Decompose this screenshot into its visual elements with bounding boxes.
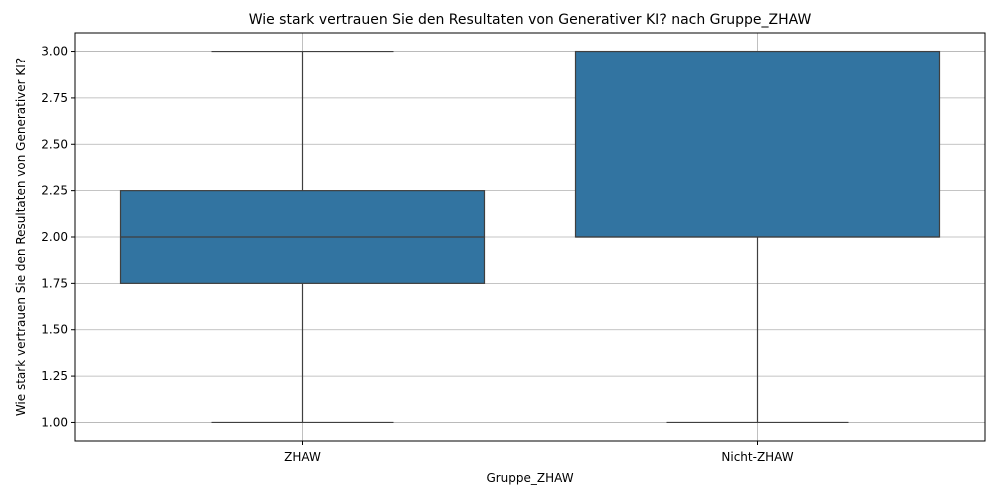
y-tick-label: 1.75 [41, 276, 68, 290]
box-layer [119, 50, 941, 424]
x-tick-label: Nicht-ZHAW [721, 450, 793, 464]
x-axis-label: Gruppe_ZHAW [486, 471, 573, 485]
box-group-zhaw [119, 50, 486, 424]
y-tick-label: 1.25 [41, 369, 68, 383]
y-tick-label: 2.25 [41, 184, 68, 198]
y-tick-label: 2.50 [41, 137, 68, 151]
y-tick-label: 2.00 [41, 230, 68, 244]
box-group-nicht-zhaw [574, 50, 941, 424]
y-tick-label: 3.00 [41, 45, 68, 59]
iqr-box [574, 50, 941, 238]
x-tick-label: ZHAW [284, 450, 321, 464]
tick-layer: 1.00 1.25 1.50 1.75 2.00 2.25 2.50 2.75 3.00 ZHAW… [41, 45, 793, 464]
chart-title: Wie stark vertrauen Sie den Resultaten v… [249, 12, 812, 28]
y-axis-label: Wie stark vertrauen Sie den Resultaten v… [14, 58, 28, 416]
y-tick-label: 1.50 [41, 323, 68, 337]
y-tick-label: 1.00 [41, 415, 68, 429]
y-tick-label: 2.75 [41, 91, 68, 105]
